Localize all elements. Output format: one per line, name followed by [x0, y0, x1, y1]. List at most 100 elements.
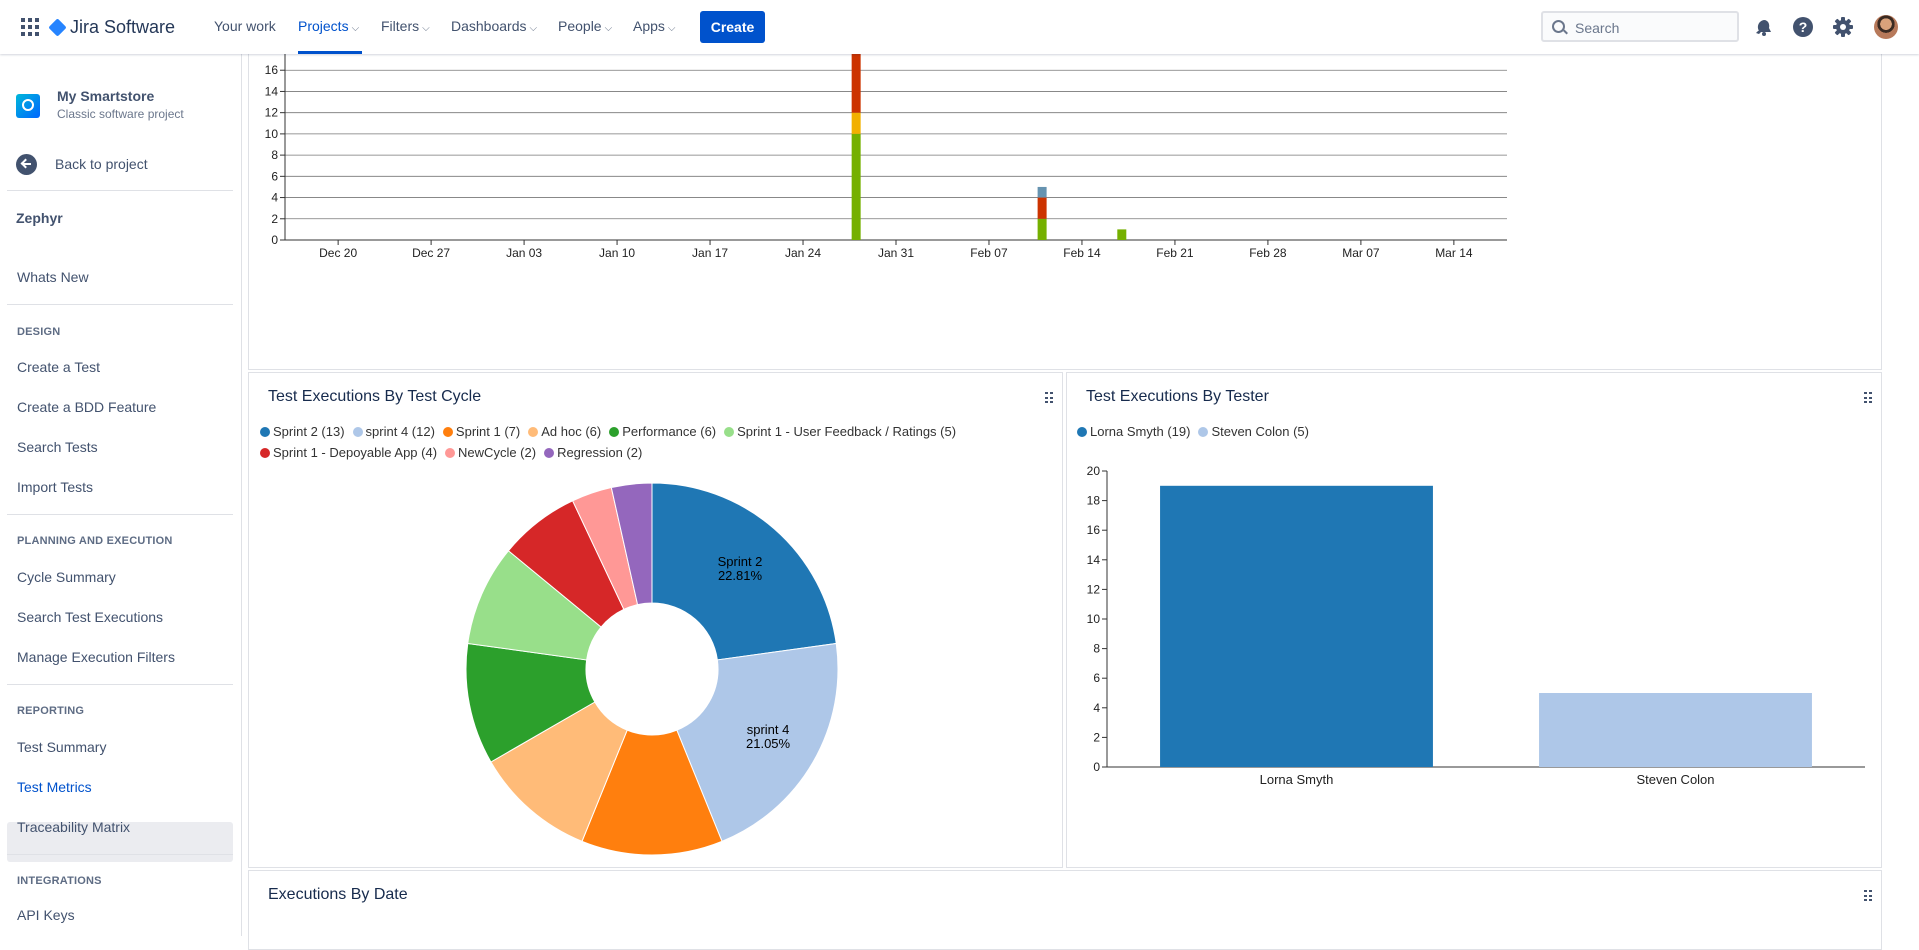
create-button[interactable]: Create: [700, 11, 765, 43]
nav-label: People: [558, 18, 602, 34]
sidebar-item-traceability-matrix[interactable]: Traceability Matrix: [17, 819, 131, 835]
sidebar-item-cycle-summary[interactable]: Cycle Summary: [17, 569, 116, 585]
legend-swatch: [544, 448, 555, 458]
legend-label: Performance (6): [622, 424, 717, 439]
legend-swatch: [609, 427, 620, 437]
pie-slice: [651, 482, 837, 661]
sidebar-item-create-bdd-feature[interactable]: Create a BDD Feature: [17, 399, 157, 415]
pie-slice: [581, 729, 723, 856]
legend-item[interactable]: Regression (2): [544, 443, 642, 463]
y-tick-label: 12: [265, 106, 279, 120]
legend-item[interactable]: Sprint 2 (13): [260, 422, 345, 442]
legend-item[interactable]: Sprint 1 - User Feedback / Ratings (5): [724, 422, 956, 442]
search-field[interactable]: [1541, 11, 1739, 42]
y-tick-label: 6: [1093, 671, 1100, 685]
bar: [1160, 485, 1433, 767]
legend-item[interactable]: Sprint 1 - Depoyable App (4): [260, 443, 437, 463]
project-type: Classic software project: [57, 107, 184, 121]
nav-label: Projects: [298, 18, 349, 34]
legend-label: NewCycle (2): [458, 445, 537, 460]
profile-avatar[interactable]: [1874, 15, 1898, 39]
stacked-bar-segment: [851, 40, 861, 113]
legend-item[interactable]: NewCycle (2): [445, 443, 536, 463]
jira-logo[interactable]: Jira Software: [48, 14, 175, 40]
legend-swatch: [1198, 427, 1209, 437]
help-icon[interactable]: ?: [1792, 16, 1814, 38]
chevron-down-icon: ⌵: [667, 23, 676, 34]
jira-diamond-icon: [48, 17, 67, 37]
y-tick-label: 8: [1093, 642, 1100, 656]
tester-bar-chart: 0 2 4 6 8 10 12 14 16 18 20 Lorna Smyth Steven Colon: [1087, 464, 1865, 787]
sidebar-item-manage-execution-filters[interactable]: Manage Execution Filters: [17, 649, 175, 665]
y-tick-label: 18: [1087, 494, 1101, 508]
x-tick-label: Jan 31: [878, 246, 914, 260]
sidebar-item-test-metrics[interactable]: Test Metrics: [17, 779, 92, 795]
x-tick-label: Mar 14: [1435, 246, 1473, 260]
notifications-icon[interactable]: [1752, 16, 1774, 38]
nav-projects[interactable]: Projects ⌵: [298, 18, 359, 34]
design-heading: DESIGN: [17, 326, 61, 338]
y-tick-label: 16: [265, 63, 279, 77]
nav-people[interactable]: People ⌵: [558, 18, 612, 34]
legend-item[interactable]: Sprint 1 (7): [442, 422, 520, 442]
bar: [1539, 693, 1812, 767]
legend-swatch: [528, 427, 539, 437]
sidebar-item-test-summary[interactable]: Test Summary: [17, 739, 107, 755]
settings-icon[interactable]: [1832, 16, 1854, 38]
legend-swatch: [260, 448, 270, 458]
test-cycle-panel-title: Test Executions By Test Cycle: [268, 388, 482, 405]
y-tick-label: 4: [271, 191, 278, 205]
stacked-bar-segment: [851, 112, 861, 134]
legend-item[interactable]: Lorna Smyth (19): [1077, 422, 1190, 442]
legend-label: Steven Colon (5): [1211, 424, 1309, 439]
y-tick-label: 10: [265, 127, 279, 141]
x-tick-label: Jan 10: [599, 246, 635, 260]
sidebar-item-search-tests[interactable]: Search Tests: [17, 439, 98, 455]
app-switcher-icon[interactable]: [21, 18, 39, 36]
executions-by-date-title: Executions By Date: [268, 886, 408, 903]
sidebar-divider: [7, 304, 233, 305]
legend-item[interactable]: sprint 4 (12): [352, 422, 435, 442]
search-input[interactable]: [1573, 17, 1727, 39]
sidebar-item-create-a-test[interactable]: Create a Test: [17, 359, 101, 375]
sidebar-divider: [7, 854, 233, 855]
legend-label: sprint 4 (12): [365, 424, 435, 439]
active-item-highlight: [7, 822, 233, 862]
sidebar-divider: [7, 190, 233, 191]
active-nav-underline: [298, 51, 362, 54]
chevron-down-icon: ⌵: [529, 23, 538, 34]
sidebar-item-import-tests[interactable]: Import Tests: [17, 479, 93, 495]
x-tick-label: Feb 07: [970, 246, 1008, 260]
stacked-bar-segment: [1037, 197, 1047, 219]
x-tick-label: Feb 14: [1063, 246, 1101, 260]
legend-label: Lorna Smyth (19): [1090, 424, 1191, 439]
nav-apps[interactable]: Apps ⌵: [633, 18, 676, 34]
drag-handle-icon[interactable]: [1045, 392, 1055, 404]
executions-by-date-panel: Executions By Date: [248, 870, 1882, 950]
nav-filters[interactable]: Filters ⌵: [381, 18, 430, 34]
legend-swatch: [1077, 427, 1087, 437]
sidebar-item-search-test-executions[interactable]: Search Test Executions: [17, 609, 164, 625]
drag-handle-icon[interactable]: [1864, 392, 1874, 404]
legend-swatch: [445, 448, 456, 458]
legend-swatch: [352, 427, 363, 437]
legend-label: Sprint 2 (13): [273, 424, 345, 439]
nav-dashboards[interactable]: Dashboards ⌵: [451, 18, 537, 34]
nav-your-work[interactable]: Your work: [214, 18, 276, 34]
svg-text:?: ?: [1799, 19, 1808, 35]
back-arrow-icon: [16, 153, 37, 175]
legend-item[interactable]: Performance (6): [609, 422, 716, 442]
slice-label: Sprint 2: [718, 554, 763, 569]
project-name[interactable]: My Smartstore: [57, 88, 155, 104]
sidebar-item-api-keys[interactable]: API Keys: [17, 907, 75, 923]
drag-handle-icon[interactable]: [1864, 890, 1874, 902]
back-to-project-link[interactable]: Back to project: [16, 152, 148, 176]
sidebar-item-whats-new[interactable]: Whats New: [17, 269, 89, 285]
sidebar-divider: [7, 514, 233, 515]
legend-label: Regression (2): [557, 445, 643, 460]
nav-label: Filters: [381, 18, 420, 34]
legend-item[interactable]: Ad hoc (6): [528, 422, 601, 442]
legend-item[interactable]: Steven Colon (5): [1198, 422, 1309, 442]
nav-label: Your work: [214, 18, 276, 34]
y-tick-label: 4: [1093, 701, 1100, 715]
